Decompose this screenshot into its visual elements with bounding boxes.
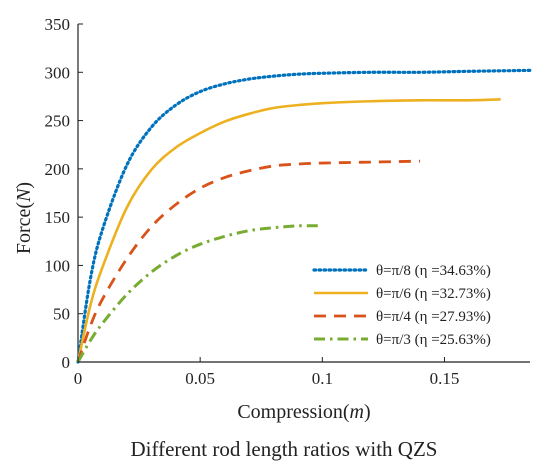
- legend-label-4: θ=π/3 (η =25.63%): [376, 332, 491, 348]
- y-tick-label: 100: [45, 256, 71, 275]
- x-tick-label: 0.1: [312, 369, 333, 388]
- y-tick-label: 350: [45, 15, 71, 34]
- legend-label-2: θ=π/6 (η =32.73%): [376, 286, 491, 302]
- figure-caption: Different rod length ratios with QZS: [131, 437, 438, 461]
- y-tick-label: 0: [62, 353, 71, 372]
- x-tick-label: 0.05: [185, 369, 215, 388]
- series-line-4: [76, 224, 323, 363]
- legend-label-3: θ=π/4 (η =27.93%): [376, 309, 491, 325]
- ticks-layer: 0 0.05 0.1 0.15 0 50 100 150 200 250 300 350: [45, 15, 460, 388]
- x-tick-label: 0.15: [430, 369, 460, 388]
- y-tick-label: 300: [45, 63, 71, 82]
- y-tick-label: 50: [53, 305, 70, 324]
- legend-label-1: θ=π/8 (η =34.63%): [376, 263, 491, 279]
- series-line-3: [76, 159, 421, 363]
- legend: θ=π/8 (η =34.63%) θ=π/6 (η =32.73%) θ=π/4 …: [312, 263, 491, 348]
- y-tick-label: 200: [45, 160, 71, 179]
- y-tick-label: 150: [45, 208, 71, 227]
- y-tick-label: 250: [45, 112, 71, 131]
- y-axis-title: Force(N): [13, 182, 35, 254]
- series-line-1: [76, 68, 532, 364]
- x-tick-label: 0: [74, 369, 83, 388]
- x-axis-title: Compression(m): [237, 401, 370, 423]
- plot-frame: [77, 24, 530, 363]
- series-line-2: [76, 98, 501, 363]
- series-layer: [76, 68, 532, 364]
